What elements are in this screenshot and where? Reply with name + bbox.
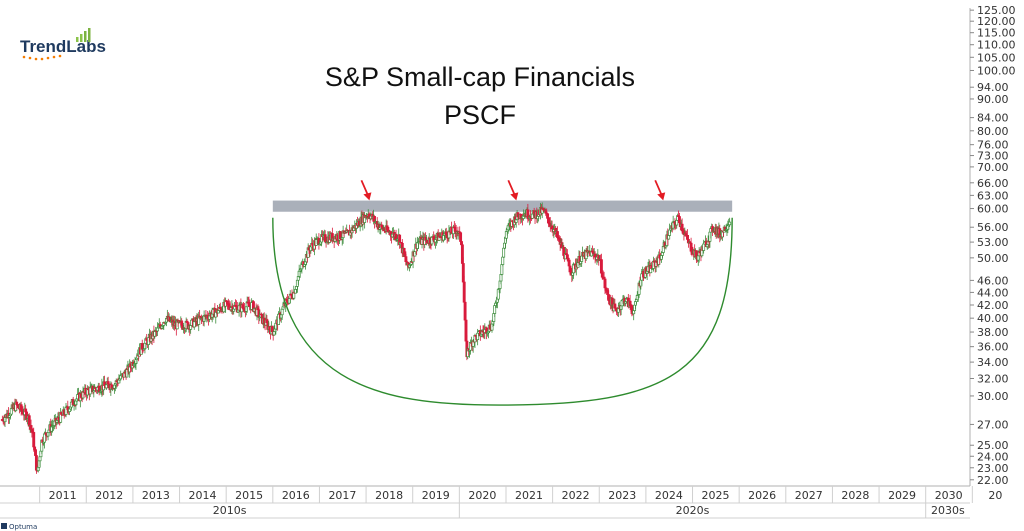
- arrow-markers-layer: [360, 179, 666, 201]
- y-tick-label: 40.00: [977, 312, 1009, 325]
- optuma-icon: [1, 523, 7, 529]
- y-tick-label: 76.00: [977, 139, 1009, 152]
- y-tick-label: 23.00: [977, 462, 1009, 475]
- arrow-marker-icon: [507, 179, 519, 201]
- footer-text: Optuma: [9, 523, 37, 531]
- x-tick-label: 2015: [235, 489, 263, 502]
- x-tick-label: 2013: [142, 489, 170, 502]
- y-tick-label: 46.00: [977, 274, 1009, 287]
- decade-label: 2010s: [213, 504, 247, 517]
- y-tick-label: 25.00: [977, 439, 1009, 452]
- arrow-marker-icon: [654, 179, 666, 201]
- x-tick-label: 2028: [841, 489, 869, 502]
- x-tick-label: 2022: [562, 489, 590, 502]
- x-tick-label: 2016: [282, 489, 310, 502]
- cup-curve-layer: [272, 217, 733, 406]
- x-tick-label: 2019: [422, 489, 450, 502]
- logo-dots-icon: [22, 54, 62, 61]
- y-tick-label: 125.00: [977, 4, 1016, 17]
- y-tick-label: 38.00: [977, 326, 1009, 339]
- y-tick-label: 24.00: [977, 450, 1009, 463]
- chart-title: S&P Small-cap Financials: [325, 62, 635, 92]
- y-tick-label: 90.00: [977, 93, 1009, 106]
- trendlabs-logo: TrendLabs: [20, 28, 106, 61]
- x-tick-label: 2014: [189, 489, 217, 502]
- y-tick-label: 27.00: [977, 418, 1009, 431]
- decade-label: 2030s: [931, 504, 965, 517]
- decade-label: 2020s: [676, 504, 710, 517]
- y-tick-label: 30.00: [977, 390, 1009, 403]
- y-tick-label: 110.00: [977, 39, 1016, 52]
- candle: [34, 448, 37, 456]
- x-axis-ticks: 2011 2012 2013 2014 2015 2016 2017 2018 2019 2020…: [39, 486, 1002, 503]
- y-tick-label: 120.00: [977, 15, 1016, 28]
- candlestick-series: [0, 202, 732, 474]
- arrow-marker-icon: [360, 179, 372, 201]
- x-tick-label: 2027: [795, 489, 823, 502]
- x-tick-label: 2025: [702, 489, 730, 502]
- cup-curve: [272, 217, 733, 406]
- y-tick-label: 100.00: [977, 64, 1016, 77]
- y-tick-label: 105.00: [977, 51, 1016, 64]
- y-tick-label: 73.00: [977, 150, 1009, 163]
- y-tick-label: 53.00: [977, 236, 1009, 249]
- y-tick-label: 32.00: [977, 372, 1009, 385]
- y-tick-label: 84.00: [977, 112, 1009, 125]
- x-tick-label: 2024: [655, 489, 683, 502]
- y-tick-label: 22.00: [977, 474, 1009, 487]
- x-tick-label: 20: [988, 489, 1002, 502]
- x-tick-label: 2012: [95, 489, 123, 502]
- candle: [728, 217, 732, 227]
- y-tick-label: 66.00: [977, 177, 1009, 190]
- y-tick-label: 42.00: [977, 299, 1009, 312]
- y-tick-label: 80.00: [977, 125, 1009, 138]
- y-tick-label: 63.00: [977, 189, 1009, 202]
- candle: [502, 247, 506, 258]
- x-tick-label: 2029: [888, 489, 916, 502]
- x-tick-label: 2030: [935, 489, 963, 502]
- logo-text: TrendLabs: [20, 37, 106, 56]
- x-tick-label: 2026: [748, 489, 776, 502]
- y-tick-label: 56.00: [977, 221, 1009, 234]
- chart-subtitle: PSCF: [444, 100, 516, 130]
- y-tick-label: 94.00: [977, 81, 1009, 94]
- x-tick-label: 2017: [328, 489, 356, 502]
- x-tick-label: 2020: [468, 489, 496, 502]
- x-tick-label: 2011: [49, 489, 77, 502]
- y-tick-label: 34.00: [977, 356, 1009, 369]
- y-tick-label: 50.00: [977, 252, 1009, 265]
- resistance-zone: [272, 200, 733, 212]
- decade-labels: 2010s 2020s 2030s: [213, 503, 965, 518]
- footer-brand: Optuma: [1, 523, 37, 531]
- x-tick-label: 2023: [608, 489, 636, 502]
- y-tick-label: 44.00: [977, 286, 1009, 299]
- y-tick-label: 115.00: [977, 27, 1016, 40]
- y-tick-label: 70.00: [977, 161, 1009, 174]
- logo-bars-icon: [76, 28, 91, 42]
- y-tick-label: 36.00: [977, 341, 1009, 354]
- resistance-zone-layer: [272, 200, 733, 212]
- x-tick-label: 2018: [375, 489, 403, 502]
- y-tick-label: 60.00: [977, 203, 1009, 216]
- x-tick-label: 2021: [515, 489, 543, 502]
